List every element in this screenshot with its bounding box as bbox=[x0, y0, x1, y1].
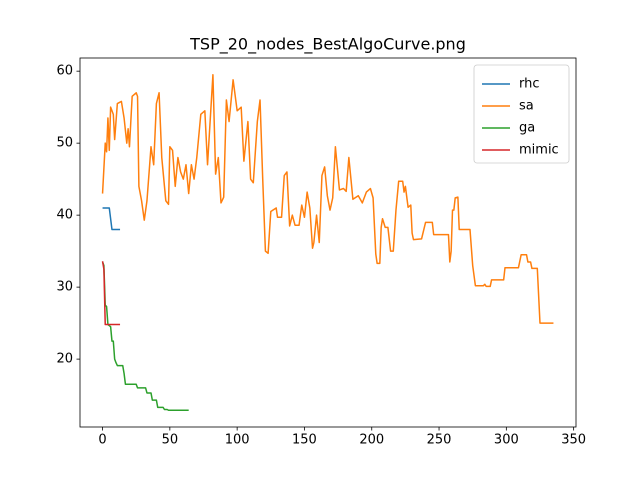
y-tick-label: 50 bbox=[56, 136, 73, 151]
legend-label: mimic bbox=[519, 143, 559, 158]
legend-label: ga bbox=[519, 121, 535, 136]
x-tick-label: 300 bbox=[494, 433, 519, 448]
x-tick-label: 0 bbox=[98, 433, 106, 448]
x-tick-label: 250 bbox=[427, 433, 452, 448]
chart-title: TSP_20_nodes_BestAlgoCurve.png bbox=[189, 35, 466, 55]
axes-frame bbox=[79, 57, 577, 428]
x-tick-label: 100 bbox=[225, 433, 250, 448]
x-tick-label: 350 bbox=[561, 433, 586, 448]
x-tick-label: 150 bbox=[292, 433, 317, 448]
series-line bbox=[102, 207, 121, 231]
legend-label: sa bbox=[519, 99, 534, 114]
legend-box bbox=[473, 64, 570, 164]
series-line bbox=[101, 74, 554, 324]
y-tick-label: 20 bbox=[56, 352, 73, 367]
y-tick-label: 60 bbox=[56, 64, 73, 79]
legend-label: rhc bbox=[519, 77, 540, 92]
series-line bbox=[101, 261, 121, 326]
x-tick-label: 200 bbox=[359, 433, 384, 448]
y-tick-label: 40 bbox=[56, 208, 73, 223]
x-tick-label: 50 bbox=[162, 433, 179, 448]
y-tick-label: 30 bbox=[56, 280, 73, 295]
